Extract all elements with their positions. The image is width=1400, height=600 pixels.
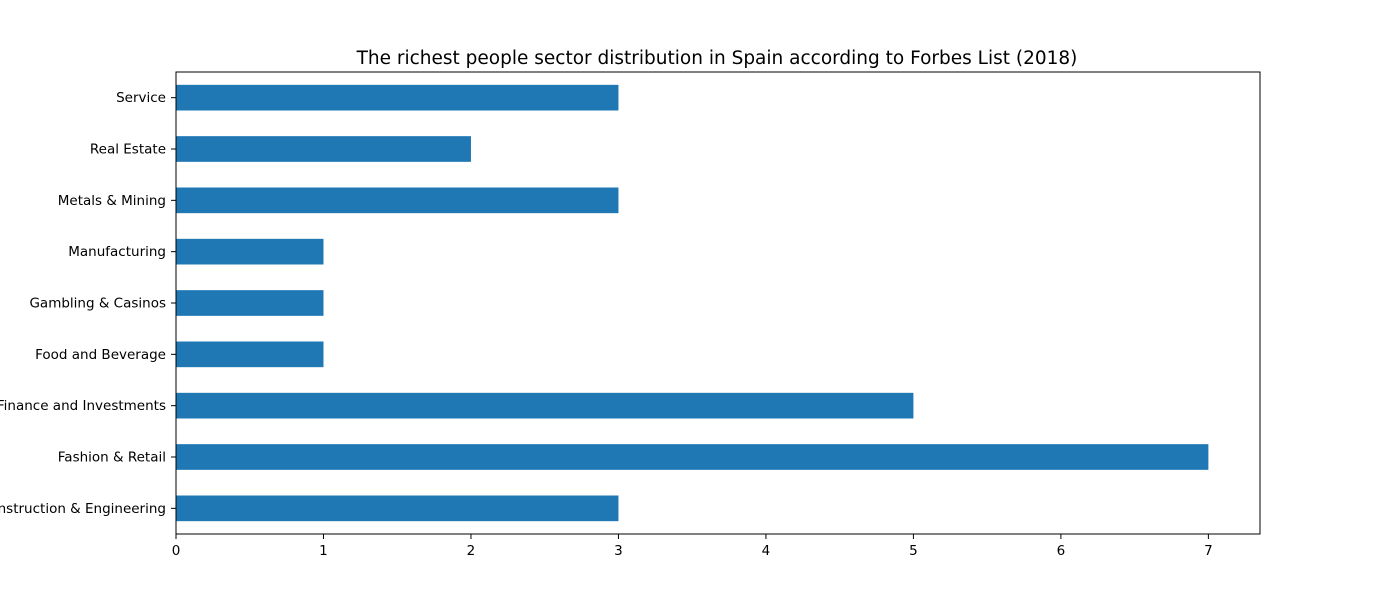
y-tick-label: Real Estate [90, 142, 166, 158]
x-tick-label: 6 [1057, 543, 1066, 559]
y-tick-label: Manufacturing [68, 244, 166, 260]
x-tick-label: 4 [762, 543, 771, 559]
y-tick-label: Metals & Mining [58, 193, 166, 209]
bar-gambling-casinos [176, 290, 324, 316]
y-tick-label: Construction & Engineering [0, 501, 166, 517]
y-tick-label: Fashion & Retail [58, 450, 166, 466]
bar-food-and-beverage [176, 341, 324, 368]
x-tick-label: 7 [1204, 543, 1213, 559]
x-tick-label: 1 [319, 543, 328, 559]
x-axis: 0 1 2 3 4 5 6 7 [172, 534, 1213, 559]
x-tick-label: 5 [909, 543, 918, 559]
bar-fashion-retail [176, 444, 1209, 470]
y-tick-label: Gambling & Casinos [29, 296, 166, 312]
bar-construction-engineering [176, 495, 619, 522]
y-axis: Construction & Engineering Fashion & Reta… [0, 90, 176, 517]
x-tick-label: 2 [467, 543, 476, 559]
y-tick-label: Service [116, 90, 166, 106]
bar-finance-and-investments [176, 392, 914, 419]
bar-metals-mining [176, 187, 619, 214]
x-tick-label: 0 [172, 543, 181, 559]
plot-frame [175, 71, 1261, 535]
bar-manufacturing [176, 238, 324, 265]
chart-title: The richest people sector distribution i… [356, 48, 1078, 69]
x-tick-label: 3 [614, 543, 623, 559]
bar-service [176, 84, 619, 111]
bar-real-estate [176, 136, 471, 162]
y-tick-label: Food and Beverage [35, 347, 166, 363]
bars-group [176, 84, 1209, 522]
y-tick-label: Finance and Investments [0, 398, 166, 414]
